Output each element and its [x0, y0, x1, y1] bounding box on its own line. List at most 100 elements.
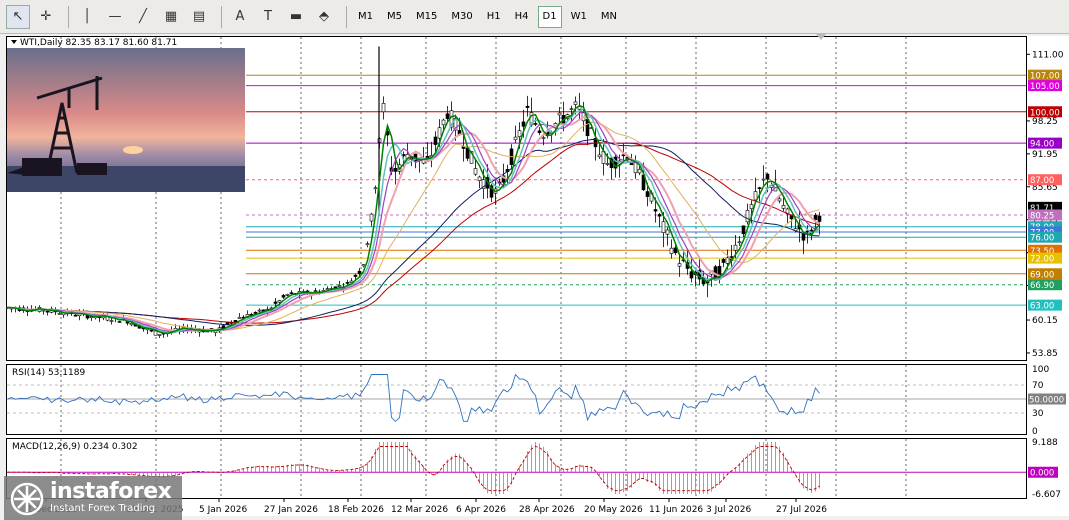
rectangle-icon: ▬ — [289, 9, 303, 24]
shapes-icon: ⬘ — [319, 9, 329, 24]
candle — [373, 187, 378, 190]
macd-zero-tag — [1028, 466, 1058, 478]
channel-tool-button[interactable]: ▦ — [159, 5, 183, 29]
chart-header: WTI,Daily 82.35 83.17 81.60 81.71 — [20, 38, 177, 48]
oil-rig-image — [7, 48, 245, 192]
level-tag-label: 105.00 — [1030, 82, 1060, 92]
candle — [725, 257, 730, 264]
level-tag — [1028, 244, 1062, 256]
trendline-icon: ╱ — [139, 9, 147, 24]
candle — [521, 121, 526, 127]
candle — [277, 300, 282, 303]
rsi-header: RSI(14) 53.1189 — [12, 368, 85, 378]
price-axis-label: 111.00 — [1032, 50, 1064, 60]
date-axis-label: 28 Apr 2026 — [519, 505, 575, 515]
candle — [353, 274, 358, 277]
candle — [365, 243, 370, 246]
candle — [57, 313, 62, 315]
candle — [473, 168, 478, 175]
trendline-tool-button[interactable]: ╱ — [131, 5, 155, 29]
timeframe-h1[interactable]: H1 — [486, 11, 501, 22]
candle — [345, 282, 350, 284]
rsi-axis-label: 100 — [1032, 365, 1049, 375]
candle — [749, 204, 754, 209]
shapes-tool-button[interactable]: ⬘ — [312, 5, 336, 29]
candle — [225, 322, 230, 325]
fibonacci-tool-button[interactable]: ▤ — [187, 5, 211, 29]
level-tag-label: 72.00 — [1030, 255, 1054, 265]
candle — [569, 108, 574, 110]
level-tag — [1028, 174, 1062, 186]
candle — [817, 215, 822, 222]
candle — [733, 244, 738, 251]
candle — [673, 247, 678, 254]
ma-pink-line — [7, 115, 820, 332]
cursor-tool-button[interactable]: ↖ — [6, 4, 30, 29]
rectangle-tool-button[interactable]: ▬ — [284, 5, 308, 29]
timeframe-m5[interactable]: M5 — [387, 11, 402, 22]
horizontal-line-icon: — — [108, 9, 122, 24]
candle — [661, 221, 666, 233]
level-tag — [1028, 299, 1062, 311]
candle — [677, 263, 682, 267]
ma-cyan-line — [7, 107, 820, 334]
level-tag-label: 66.90 — [1030, 281, 1054, 291]
price-axis-label: 91.95 — [1032, 150, 1058, 160]
date-axis-label: 12 Mar 2026 — [391, 505, 448, 515]
macd-signal-line — [7, 446, 820, 492]
horizontal-line-tool-button[interactable]: — — [103, 5, 127, 29]
level-tag — [1028, 268, 1062, 280]
date-axis-label: 27 Jul 2026 — [776, 505, 827, 515]
candle — [45, 310, 50, 313]
date-axis-label: 20 May 2026 — [584, 505, 643, 515]
collapse-arrow-icon[interactable] — [11, 40, 17, 44]
price-axis-label: 60.15 — [1032, 316, 1058, 326]
candle — [445, 113, 450, 119]
candle — [605, 163, 610, 165]
candle — [541, 137, 546, 139]
vertical-line-icon: │ — [83, 9, 91, 24]
candle — [453, 117, 458, 131]
rsi-value-tag — [1028, 393, 1066, 405]
date-axis-label: 6 Apr 2026 — [456, 505, 506, 515]
candle — [369, 213, 374, 222]
candle — [757, 187, 762, 189]
candle — [281, 295, 286, 298]
timeframe-m15[interactable]: M15 — [416, 11, 438, 22]
timeframe-m1[interactable]: M1 — [358, 11, 373, 22]
vertical-line-tool-button[interactable]: │ — [75, 5, 99, 29]
logo-tagline: Instant Forex Trading — [50, 503, 156, 514]
candle — [765, 173, 770, 180]
channel-icon: ▦ — [164, 9, 178, 24]
rsi-axis-label: 30 — [1032, 409, 1044, 419]
level-tag-label: 81.71 — [1030, 204, 1054, 214]
candle — [481, 179, 486, 189]
candle — [637, 168, 642, 174]
level-tag-label: 76.00 — [1030, 234, 1054, 244]
candle — [129, 323, 134, 326]
level-tag-label: 69.00 — [1030, 270, 1054, 280]
level-tag — [1028, 106, 1062, 118]
candle — [109, 320, 114, 322]
rsi-axis-label: 70 — [1032, 381, 1044, 391]
candle — [73, 314, 78, 317]
timeframe-h4[interactable]: H4 — [514, 11, 529, 22]
candle — [357, 270, 362, 274]
timeframe-mn[interactable]: MN — [600, 11, 617, 22]
level-tag — [1028, 252, 1062, 264]
candle — [761, 178, 766, 181]
level-tag — [1028, 209, 1062, 221]
timeframe-m30[interactable]: M30 — [451, 11, 473, 22]
candle — [157, 334, 162, 336]
text-tool-button[interactable]: A — [228, 5, 252, 29]
crosshair-tool-button[interactable]: ✛ — [34, 5, 58, 29]
cursor-icon: ↖ — [12, 9, 24, 24]
timeframe-d1[interactable]: D1 — [537, 5, 562, 28]
candle — [741, 225, 746, 235]
candle — [585, 119, 590, 137]
level-tag-label: 63.00 — [1030, 302, 1054, 312]
label-tool-button[interactable]: T — [256, 5, 280, 29]
timeframe-w1[interactable]: W1 — [570, 11, 587, 22]
candle — [149, 329, 154, 332]
candle — [657, 214, 662, 217]
